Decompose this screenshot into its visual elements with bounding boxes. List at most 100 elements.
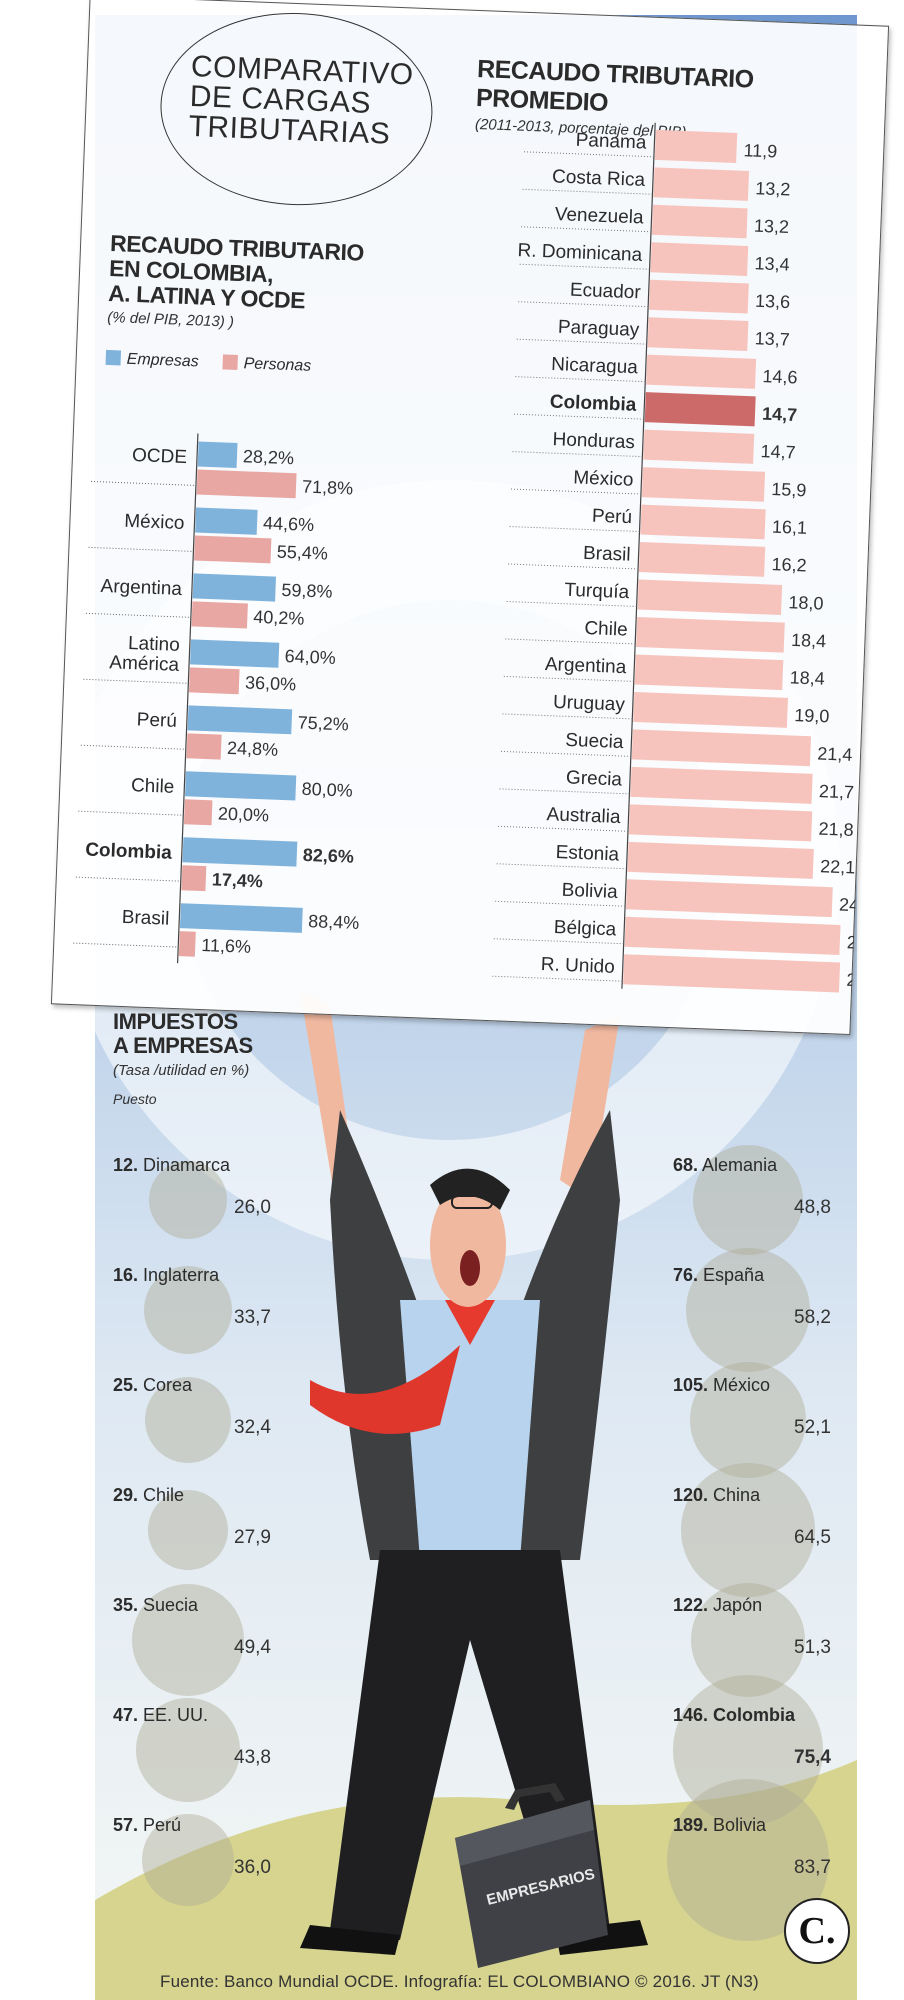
recaudo-leader-line xyxy=(502,713,633,720)
latam-bar-personas xyxy=(191,601,248,629)
tax-country-name: Colombia xyxy=(708,1705,796,1725)
latam-bar-empresas xyxy=(190,639,280,668)
recaudo-leader-line xyxy=(505,638,636,645)
latam-category-label: Perú xyxy=(136,709,177,732)
impuestos-subtitle: (Tasa /utilidad en %) xyxy=(113,1062,250,1079)
recaudo-category-label: Venezuela xyxy=(554,204,644,228)
latam-bar-personas xyxy=(186,733,222,760)
latam-bar-value: 11,6% xyxy=(201,935,251,957)
recaudo-bar xyxy=(646,354,757,389)
latam-category-label: Brasil xyxy=(121,907,169,930)
tax-rank-entry: 25. Corea xyxy=(113,1375,192,1396)
tax-rank-number: 25. xyxy=(113,1375,139,1395)
recaudo-leader-line xyxy=(518,301,649,308)
tax-bubble xyxy=(690,1362,806,1478)
recaudo-leader-line xyxy=(511,488,641,495)
recaudo-category-label: México xyxy=(573,467,634,490)
latam-bar-empresas xyxy=(197,441,238,469)
tax-rate-value: 36,0 xyxy=(234,1857,271,1878)
recaudo-bar-value: 13,2 xyxy=(755,178,791,199)
tax-bubble xyxy=(149,1161,227,1239)
tax-rate-value: 49,4 xyxy=(234,1637,271,1658)
recaudo-category-label: Colombia xyxy=(549,391,637,415)
latam-bar-empresas xyxy=(179,903,303,933)
tax-rank-number: 29. xyxy=(113,1485,139,1505)
latam-leader-line xyxy=(83,678,189,684)
recaudo-bar xyxy=(640,504,766,540)
tax-rank-entry: 47. EE. UU. xyxy=(113,1705,208,1726)
recaudo-leader-line xyxy=(519,263,650,270)
latam-bar-empresas xyxy=(184,771,297,801)
latam-category-label: Colombia xyxy=(85,839,173,863)
recaudo-category-label: Perú xyxy=(592,506,633,529)
recaudo-bar xyxy=(651,204,748,239)
recaudo-bar xyxy=(641,467,766,502)
latam-bar-personas xyxy=(181,865,207,892)
latam-bar-chart: OCDE 28,2% 71,8% México 44,6% 55,4% Argentina 5… xyxy=(73,433,360,964)
tax-bubble xyxy=(147,1489,229,1571)
impuestos-title: IMPUESTOS A EMPRESAS xyxy=(113,1009,253,1058)
latam-leader-line xyxy=(88,546,194,552)
tax-rate-value: 52,1 xyxy=(794,1417,831,1438)
latam-axis xyxy=(176,433,199,964)
recaudo-leader-line xyxy=(522,188,653,195)
recaudo-category-label: Estonia xyxy=(555,842,620,865)
tax-country-name: Bolivia xyxy=(708,1815,767,1835)
tax-country-name: Chile xyxy=(138,1485,185,1505)
latam-category-label: Chile xyxy=(131,775,175,798)
latam-leader-line xyxy=(85,612,191,618)
tax-rate-value: 64,5 xyxy=(794,1527,831,1548)
recaudo-category-label: Uruguay xyxy=(553,692,626,716)
recaudo-bar-value: 19,0 xyxy=(794,705,830,726)
tax-country-name: Perú xyxy=(138,1815,182,1835)
latam-bar-personas xyxy=(183,799,213,826)
tax-rank-number: 122. xyxy=(673,1595,709,1615)
tax-country-name: México xyxy=(708,1375,771,1395)
latam-bar-value: 64,0% xyxy=(284,646,336,668)
latam-bar-value: 71,8% xyxy=(302,477,354,499)
el-colombiano-logo: C. xyxy=(784,1898,850,1964)
latam-category-label: Latino xyxy=(128,633,181,656)
recaudo-leader-line xyxy=(498,825,628,832)
tax-rank-entry: 105. México xyxy=(673,1375,770,1396)
latam-bar-empresas xyxy=(182,837,298,867)
recaudo-leader-line xyxy=(515,376,646,383)
latam-category-label: México xyxy=(124,511,185,534)
recaudo-category-label: Panamá xyxy=(575,130,647,154)
tax-rate-value: 26,0 xyxy=(234,1197,271,1218)
recaudo-bar xyxy=(628,804,813,842)
source-footer: Fuente: Banco Mundial OCDE. Infografía: … xyxy=(160,1972,759,1991)
latam-leader-line xyxy=(90,480,196,486)
recaudo-bar-value: 18,0 xyxy=(788,592,824,613)
recaudo-category-label: R. Dominicana xyxy=(517,240,643,266)
tax-rank-entry: 120. China xyxy=(673,1485,760,1506)
recaudo-category-label: Argentina xyxy=(545,654,628,678)
tax-rank-entry: 57. Perú xyxy=(113,1815,181,1836)
tax-bubble xyxy=(685,1247,811,1373)
latam-bar-empresas xyxy=(195,507,258,535)
tax-rank-number: 57. xyxy=(113,1815,139,1835)
tax-bubble xyxy=(690,1582,806,1698)
recaudo-bar-value: 13,7 xyxy=(754,328,790,349)
latam-bar-value: 24,8% xyxy=(227,738,279,760)
recaudo-category-label: Suecia xyxy=(565,730,624,753)
recaudo-bar xyxy=(650,242,749,276)
tax-bubble xyxy=(132,1584,244,1696)
tax-bubble xyxy=(144,1376,232,1464)
recaudo-category-label: Honduras xyxy=(552,429,635,453)
latam-bar-personas xyxy=(196,469,297,499)
tax-rank-entry: 35. Suecia xyxy=(113,1595,198,1616)
tax-bubble xyxy=(673,1675,823,1825)
recaudo-category-label: Bélgica xyxy=(553,917,617,940)
recaudo-category-label: Paraguay xyxy=(558,317,641,341)
recaudo-bar xyxy=(625,879,833,918)
recaudo-bar-value: 13,4 xyxy=(754,253,790,274)
tax-rank-number: 76. xyxy=(673,1265,699,1285)
recaudo-category-label: Turquía xyxy=(564,580,630,603)
recaudo-category-label: Costa Rica xyxy=(552,166,646,191)
recaudo-bar xyxy=(643,429,755,464)
latam-bar-personas xyxy=(178,931,196,957)
tax-bubble xyxy=(692,1144,804,1256)
businessman-illustration xyxy=(300,990,648,1955)
tax-rate-value: 43,8 xyxy=(234,1747,271,1768)
